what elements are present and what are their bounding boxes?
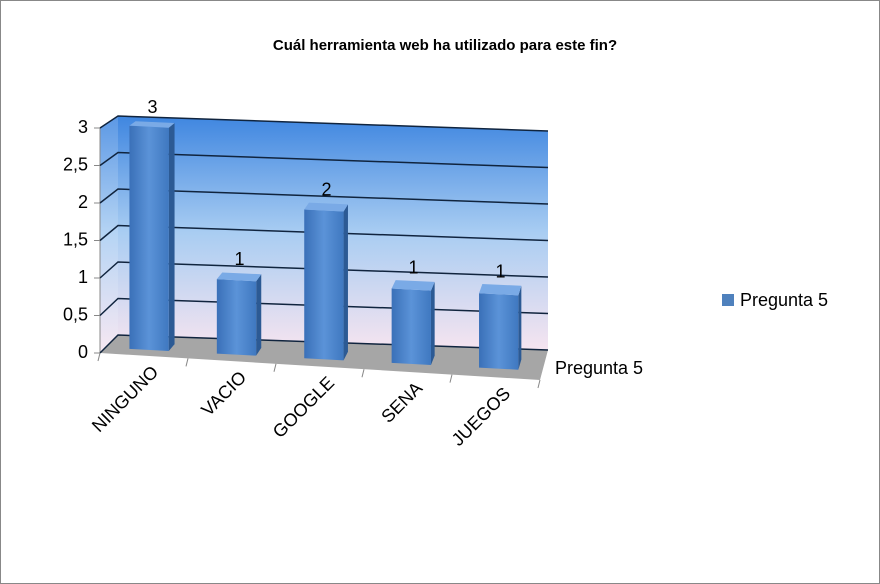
bar-top: [479, 284, 522, 296]
bar-top: [129, 121, 175, 128]
x-tick: [97, 352, 101, 362]
chart-title: Cuál herramienta web ha utilizado para e…: [273, 37, 617, 54]
x-tick: [361, 369, 365, 378]
legend-swatch: [722, 294, 734, 306]
legend-label: Pregunta 5: [740, 290, 828, 310]
bar-front: [216, 279, 257, 356]
data-label: 1: [408, 257, 418, 277]
x-tick: [449, 374, 453, 383]
bar-front: [391, 288, 431, 366]
y-tick-label: 0,5: [63, 304, 88, 324]
grid-line: [99, 224, 549, 242]
data-label: 1: [234, 249, 244, 269]
bar-side: [256, 274, 262, 356]
data-label: 3: [147, 97, 157, 117]
grid-line: [99, 261, 549, 279]
x-tick: [273, 363, 277, 372]
side-wall: [100, 116, 118, 353]
x-tick: [537, 379, 541, 389]
grid-line: [99, 115, 549, 132]
bar-front: [129, 125, 169, 351]
x-tick: [185, 358, 189, 367]
y-tick-label: 1: [78, 267, 88, 287]
bar-top: [216, 272, 262, 282]
y-tick-label: 1,5: [63, 229, 88, 249]
grid-line: [99, 151, 549, 169]
bar-side: [518, 285, 522, 370]
data-label: 2: [321, 179, 331, 199]
bar-top: [304, 202, 348, 212]
y-tick-label: 3: [78, 117, 88, 137]
bar-front: [479, 293, 519, 370]
y-tick-label: 2: [78, 192, 88, 212]
data-label: 1: [495, 262, 505, 282]
y-tick-label: 2,5: [63, 154, 88, 174]
bar-side: [430, 281, 435, 366]
bar-side: [168, 122, 175, 351]
bar-top: [391, 280, 435, 291]
depth-axis-label: Pregunta 5: [555, 358, 643, 378]
bar-side: [343, 204, 348, 361]
y-tick-label: 0: [78, 342, 88, 362]
grid-line: [99, 188, 549, 205]
bar-front: [304, 209, 344, 361]
